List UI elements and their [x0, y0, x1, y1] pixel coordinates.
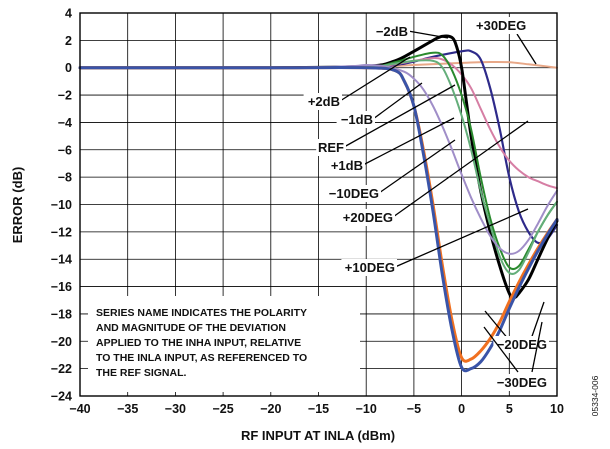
y-tick-labels: 4 2 0 −2 −4 −6 −8 −10 −12 −14 −16 −18 −20 −22 −24	[51, 7, 72, 404]
note-line: AND MAGNITUDE OF THE DEVIATION	[96, 322, 286, 334]
y-tick-label: −16	[51, 280, 72, 294]
x-tick-label: −20	[260, 402, 281, 416]
annotation-backdrop	[303, 93, 342, 110]
x-tick-label: −25	[212, 402, 233, 416]
series-annotation: −20DEG	[497, 337, 547, 352]
annotation-leader	[531, 321, 543, 373]
y-tick-label: −8	[58, 171, 72, 185]
plot-frame	[79, 12, 558, 397]
annotation-leader	[378, 139, 456, 194]
annotation-backdrop	[474, 17, 530, 34]
y-tick-label: 0	[65, 61, 72, 75]
y-tick-label: −24	[51, 390, 72, 404]
annotation-leader	[362, 117, 455, 166]
series-annotation: +2dB	[308, 94, 340, 109]
annotation-backdrop	[325, 185, 381, 202]
series-line	[79, 64, 558, 255]
series-annotation: −2dB	[376, 24, 408, 39]
x-tick-label: −30	[165, 402, 186, 416]
y-tick-label: −6	[58, 143, 72, 157]
annotation-leader	[339, 56, 411, 102]
y-tick-label: −2	[58, 89, 72, 103]
x-tick-label: −15	[308, 402, 329, 416]
x-axis-label: RF INPUT AT INLA (dBm)	[241, 428, 395, 443]
annotation-leader	[516, 33, 537, 65]
annotation-leader	[483, 326, 519, 373]
note-line: TO THE INLA INPUT, AS REFERENCED TO	[96, 352, 307, 364]
x-tick-labels: −40 −35 −30 −25 −20 −15 −10 −5 0 5 10	[69, 402, 564, 416]
series-annotation: +1dB	[331, 158, 363, 173]
y-tick-label: 4	[65, 7, 72, 21]
series-line	[78, 34, 559, 300]
x-tick-label: 10	[550, 402, 564, 416]
y-tick-label: −18	[51, 307, 72, 321]
x-tick-label: 5	[506, 402, 513, 416]
annotation-leader	[392, 120, 529, 218]
annotations: −2dB +30DEG +2dB−1dB REF +1dB −10DEG +20DEG +10…	[303, 17, 549, 391]
x-tick-label: −40	[69, 402, 90, 416]
annotation-leader	[372, 82, 423, 120]
x-tick-label: −10	[356, 402, 377, 416]
note-box	[88, 296, 360, 392]
figure-id: 05334-006	[590, 375, 600, 416]
annotation-backdrop	[316, 139, 346, 156]
annotation-backdrop	[326, 157, 365, 174]
series-annotation: +20DEG	[343, 210, 393, 225]
annotation-backdrop	[493, 374, 549, 391]
y-tick-label: −14	[51, 253, 72, 267]
series-annotation: −10DEG	[329, 186, 379, 201]
note-line: APPLIED TO THE INHA INPUT, RELATIVE	[96, 337, 301, 349]
y-tick-label: −20	[51, 335, 72, 349]
annotation-leader	[484, 310, 510, 341]
series-annotation: REF	[318, 140, 344, 155]
note-line: SERIES NAME INDICATES THE POLARITY	[96, 307, 307, 319]
annotation-leader	[529, 301, 545, 343]
annotation-leader	[343, 84, 456, 148]
x-tick-label: −5	[407, 402, 421, 416]
annotation-backdrop	[371, 23, 410, 40]
annotation-leader	[394, 208, 529, 268]
series-annotation: +30DEG	[476, 18, 526, 33]
note-line: THE REF SIGNAL.	[96, 367, 187, 379]
annotation-backdrop	[493, 336, 549, 353]
y-tick-label: −10	[51, 198, 72, 212]
series-annotation: +10DEG	[345, 260, 395, 275]
y-axis-label: ERROR (dB)	[10, 167, 25, 244]
x-tick-label: 0	[458, 402, 465, 416]
annotation-leader	[407, 30, 449, 39]
series-annotation: −1dB	[341, 112, 373, 127]
y-tick-label: −22	[51, 362, 72, 376]
series-annotation: −30DEG	[497, 375, 547, 390]
x-tick-label: −35	[117, 402, 138, 416]
annotation-backdrop	[339, 209, 395, 226]
annotation-backdrop	[336, 111, 375, 128]
y-tick-label: 2	[65, 34, 72, 48]
y-tick-label: −12	[51, 225, 72, 239]
annotation-backdrop	[341, 259, 397, 276]
y-tick-label: −4	[58, 116, 72, 130]
